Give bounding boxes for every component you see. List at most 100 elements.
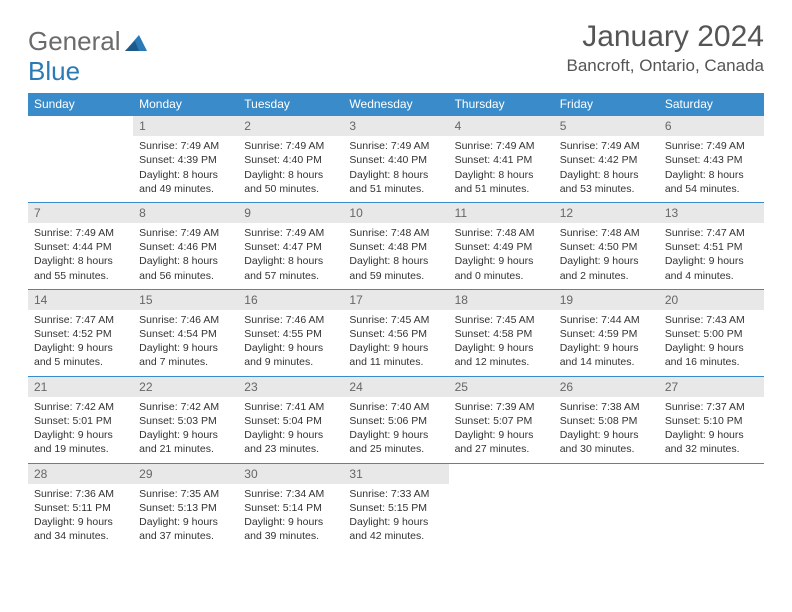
day-number: 7 xyxy=(28,203,133,223)
day-number: 25 xyxy=(449,377,554,397)
daylight-text: and 11 minutes. xyxy=(349,355,442,369)
daylight-text: Daylight: 9 hours xyxy=(34,515,127,529)
daylight-text: Daylight: 9 hours xyxy=(244,428,337,442)
daylight-text: Daylight: 9 hours xyxy=(34,428,127,442)
day-body: Sunrise: 7:42 AMSunset: 5:01 PMDaylight:… xyxy=(28,397,133,463)
day-body: Sunrise: 7:39 AMSunset: 5:07 PMDaylight:… xyxy=(449,397,554,463)
calendar-cell: 18Sunrise: 7:45 AMSunset: 4:58 PMDayligh… xyxy=(449,289,554,376)
sunset-text: Sunset: 4:44 PM xyxy=(34,240,127,254)
sunrise-text: Sunrise: 7:47 AM xyxy=(34,313,127,327)
day-body: Sunrise: 7:40 AMSunset: 5:06 PMDaylight:… xyxy=(343,397,448,463)
sunrise-text: Sunrise: 7:49 AM xyxy=(455,139,548,153)
day-number: 17 xyxy=(343,290,448,310)
daylight-text: Daylight: 9 hours xyxy=(139,428,232,442)
day-body: Sunrise: 7:41 AMSunset: 5:04 PMDaylight:… xyxy=(238,397,343,463)
sunrise-text: Sunrise: 7:37 AM xyxy=(665,400,758,414)
daylight-text: and 49 minutes. xyxy=(139,182,232,196)
day-body: Sunrise: 7:49 AMSunset: 4:43 PMDaylight:… xyxy=(659,136,764,202)
sunset-text: Sunset: 5:07 PM xyxy=(455,414,548,428)
sunset-text: Sunset: 4:52 PM xyxy=(34,327,127,341)
day-body: Sunrise: 7:47 AMSunset: 4:51 PMDaylight:… xyxy=(659,223,764,289)
daylight-text: Daylight: 8 hours xyxy=(139,168,232,182)
sunrise-text: Sunrise: 7:49 AM xyxy=(139,226,232,240)
day-body: Sunrise: 7:43 AMSunset: 5:00 PMDaylight:… xyxy=(659,310,764,376)
daylight-text: Daylight: 9 hours xyxy=(139,515,232,529)
sunrise-text: Sunrise: 7:39 AM xyxy=(455,400,548,414)
daylight-text: and 21 minutes. xyxy=(139,442,232,456)
calendar-cell: 24Sunrise: 7:40 AMSunset: 5:06 PMDayligh… xyxy=(343,376,448,463)
day-body: Sunrise: 7:42 AMSunset: 5:03 PMDaylight:… xyxy=(133,397,238,463)
daylight-text: and 4 minutes. xyxy=(665,269,758,283)
calendar-cell: 1Sunrise: 7:49 AMSunset: 4:39 PMDaylight… xyxy=(133,116,238,203)
day-body: Sunrise: 7:45 AMSunset: 4:56 PMDaylight:… xyxy=(343,310,448,376)
sunrise-text: Sunrise: 7:49 AM xyxy=(665,139,758,153)
day-body: Sunrise: 7:35 AMSunset: 5:13 PMDaylight:… xyxy=(133,484,238,550)
daylight-text: and 51 minutes. xyxy=(349,182,442,196)
day-body: Sunrise: 7:49 AMSunset: 4:46 PMDaylight:… xyxy=(133,223,238,289)
sunrise-text: Sunrise: 7:49 AM xyxy=(34,226,127,240)
calendar-cell: 29Sunrise: 7:35 AMSunset: 5:13 PMDayligh… xyxy=(133,463,238,549)
daylight-text: and 39 minutes. xyxy=(244,529,337,543)
day-number: 23 xyxy=(238,377,343,397)
daylight-text: and 19 minutes. xyxy=(34,442,127,456)
calendar-cell: 14Sunrise: 7:47 AMSunset: 4:52 PMDayligh… xyxy=(28,289,133,376)
day-number: 14 xyxy=(28,290,133,310)
logo-word2: Blue xyxy=(28,56,764,87)
day-number: 24 xyxy=(343,377,448,397)
daylight-text: Daylight: 9 hours xyxy=(665,341,758,355)
daylight-text: and 16 minutes. xyxy=(665,355,758,369)
calendar-head: SundayMondayTuesdayWednesdayThursdayFrid… xyxy=(28,93,764,116)
calendar-cell: 8Sunrise: 7:49 AMSunset: 4:46 PMDaylight… xyxy=(133,202,238,289)
sunrise-text: Sunrise: 7:45 AM xyxy=(349,313,442,327)
sunrise-text: Sunrise: 7:48 AM xyxy=(349,226,442,240)
daylight-text: and 51 minutes. xyxy=(455,182,548,196)
day-number: 8 xyxy=(133,203,238,223)
calendar-row: 7Sunrise: 7:49 AMSunset: 4:44 PMDaylight… xyxy=(28,202,764,289)
day-number: 29 xyxy=(133,464,238,484)
calendar-cell: 23Sunrise: 7:41 AMSunset: 5:04 PMDayligh… xyxy=(238,376,343,463)
calendar-body: 1Sunrise: 7:49 AMSunset: 4:39 PMDaylight… xyxy=(28,116,764,550)
day-body: Sunrise: 7:45 AMSunset: 4:58 PMDaylight:… xyxy=(449,310,554,376)
sunset-text: Sunset: 4:51 PM xyxy=(665,240,758,254)
day-body: Sunrise: 7:47 AMSunset: 4:52 PMDaylight:… xyxy=(28,310,133,376)
daylight-text: and 59 minutes. xyxy=(349,269,442,283)
sunrise-text: Sunrise: 7:44 AM xyxy=(560,313,653,327)
daylight-text: Daylight: 9 hours xyxy=(665,428,758,442)
sunset-text: Sunset: 4:46 PM xyxy=(139,240,232,254)
calendar-cell xyxy=(659,463,764,549)
daylight-text: and 56 minutes. xyxy=(139,269,232,283)
calendar-cell: 2Sunrise: 7:49 AMSunset: 4:40 PMDaylight… xyxy=(238,116,343,203)
sunrise-text: Sunrise: 7:49 AM xyxy=(244,139,337,153)
sunrise-text: Sunrise: 7:42 AM xyxy=(139,400,232,414)
calendar-cell: 12Sunrise: 7:48 AMSunset: 4:50 PMDayligh… xyxy=(554,202,659,289)
day-number: 18 xyxy=(449,290,554,310)
sunset-text: Sunset: 4:42 PM xyxy=(560,153,653,167)
day-number: 1 xyxy=(133,116,238,136)
day-number: 28 xyxy=(28,464,133,484)
sunrise-text: Sunrise: 7:41 AM xyxy=(244,400,337,414)
day-body: Sunrise: 7:49 AMSunset: 4:39 PMDaylight:… xyxy=(133,136,238,202)
sunset-text: Sunset: 4:43 PM xyxy=(665,153,758,167)
day-number: 26 xyxy=(554,377,659,397)
sunset-text: Sunset: 5:00 PM xyxy=(665,327,758,341)
day-body: Sunrise: 7:49 AMSunset: 4:41 PMDaylight:… xyxy=(449,136,554,202)
calendar-cell xyxy=(554,463,659,549)
calendar-cell: 22Sunrise: 7:42 AMSunset: 5:03 PMDayligh… xyxy=(133,376,238,463)
calendar-row: 14Sunrise: 7:47 AMSunset: 4:52 PMDayligh… xyxy=(28,289,764,376)
day-number: 10 xyxy=(343,203,448,223)
calendar-table: SundayMondayTuesdayWednesdayThursdayFrid… xyxy=(28,93,764,549)
sunrise-text: Sunrise: 7:49 AM xyxy=(139,139,232,153)
sunrise-text: Sunrise: 7:36 AM xyxy=(34,487,127,501)
sunset-text: Sunset: 5:11 PM xyxy=(34,501,127,515)
sunrise-text: Sunrise: 7:34 AM xyxy=(244,487,337,501)
daylight-text: and 37 minutes. xyxy=(139,529,232,543)
day-body: Sunrise: 7:34 AMSunset: 5:14 PMDaylight:… xyxy=(238,484,343,550)
daylight-text: and 55 minutes. xyxy=(34,269,127,283)
day-body: Sunrise: 7:49 AMSunset: 4:42 PMDaylight:… xyxy=(554,136,659,202)
daylight-text: Daylight: 9 hours xyxy=(349,515,442,529)
day-number: 13 xyxy=(659,203,764,223)
sunset-text: Sunset: 4:50 PM xyxy=(560,240,653,254)
daylight-text: Daylight: 8 hours xyxy=(560,168,653,182)
day-number: 3 xyxy=(343,116,448,136)
daylight-text: and 54 minutes. xyxy=(665,182,758,196)
